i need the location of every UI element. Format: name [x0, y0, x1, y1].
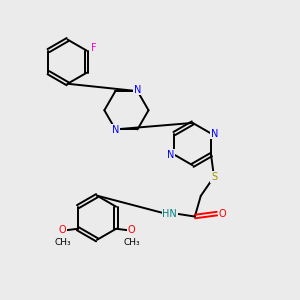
- Text: F: F: [91, 43, 97, 53]
- Text: N: N: [211, 128, 218, 139]
- Text: O: O: [59, 225, 66, 235]
- Text: N: N: [167, 150, 175, 160]
- Text: S: S: [211, 172, 217, 182]
- Text: N: N: [134, 85, 141, 95]
- Text: CH₃: CH₃: [54, 238, 71, 247]
- Text: CH₃: CH₃: [123, 238, 140, 247]
- Text: O: O: [218, 208, 226, 219]
- Text: N: N: [112, 125, 119, 135]
- Text: O: O: [128, 225, 135, 235]
- Text: HN: HN: [163, 208, 177, 219]
